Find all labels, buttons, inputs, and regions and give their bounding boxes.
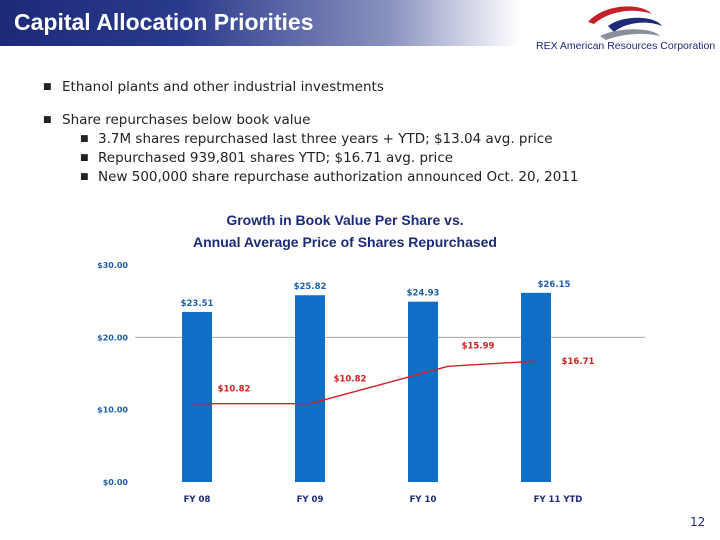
logo-swoosh-gray [600, 29, 660, 40]
sub-bullet-item: ■ Repurchased 939,801 shares YTD; $16.71… [44, 149, 579, 168]
line-data-label: $15.99 [462, 341, 495, 351]
y-tick-label: $30.00 [97, 261, 128, 270]
bullet-marker: ■ [43, 115, 52, 125]
company-logo [588, 6, 662, 40]
bar-data-label: $25.82 [294, 282, 327, 292]
bullet-list: ■ Ethanol plants and other industrial in… [43, 78, 579, 187]
bullet-marker: ■ [80, 153, 89, 163]
line-series [192, 360, 537, 405]
logo-swoosh-navy [608, 17, 662, 32]
line-data-label: $10.82 [218, 385, 251, 395]
bar [182, 311, 212, 482]
x-tick-label: FY 09 [297, 495, 324, 505]
bullet-marker: ■ [80, 134, 89, 144]
bullet-item: ■ Share repurchases below book value [43, 111, 579, 130]
bar [295, 295, 325, 482]
y-tick-label: $10.00 [97, 406, 128, 415]
page-number: 12 [690, 515, 706, 529]
sub-bullet-item: ■ New 500,000 share repurchase authoriza… [44, 168, 579, 187]
bullet-text: 3.7M shares repurchased last three years… [98, 131, 553, 147]
bar [521, 292, 551, 482]
bullet-text: Share repurchases below book value [62, 112, 311, 128]
bullet-text: Ethanol plants and other industrial inve… [62, 79, 384, 95]
y-tick-label: $20.00 [97, 333, 128, 342]
x-tick-label: FY 11 YTD [534, 495, 583, 505]
bullet-item: ■ Ethanol plants and other industrial in… [43, 78, 579, 97]
bullet-text: New 500,000 share repurchase authorizati… [98, 169, 579, 185]
bar [408, 301, 438, 482]
y-tick-label: $0.00 [103, 478, 129, 487]
bar-data-label: $23.51 [181, 299, 214, 309]
bullet-marker: ■ [43, 82, 52, 92]
book-value-chart: Growth in Book Value Per Share vs. Annual… [97, 212, 645, 505]
chart-title: Annual Average Price of Shares Repurchas… [193, 234, 497, 250]
chart-title: Growth in Book Value Per Share vs. [226, 212, 463, 228]
x-tick-label: FY 08 [184, 495, 211, 505]
logo-swoosh-red [588, 6, 652, 24]
company-name: REX American Resources Corporation [536, 40, 716, 52]
title-bar: Capital Allocation Priorities [0, 0, 520, 46]
sub-bullet-item: ■ 3.7M shares repurchased last three yea… [44, 130, 579, 149]
bar-data-label: $26.15 [538, 280, 571, 290]
slide-title: Capital Allocation Priorities [14, 9, 314, 35]
line-data-label: $10.82 [334, 375, 367, 385]
bar-data-label: $24.93 [407, 289, 440, 299]
bullet-text: Repurchased 939,801 shares YTD; $16.71 a… [98, 150, 454, 166]
x-tick-label: FY 10 [410, 495, 437, 505]
line-data-label: $16.71 [562, 357, 595, 367]
bullet-marker: ■ [80, 172, 89, 182]
